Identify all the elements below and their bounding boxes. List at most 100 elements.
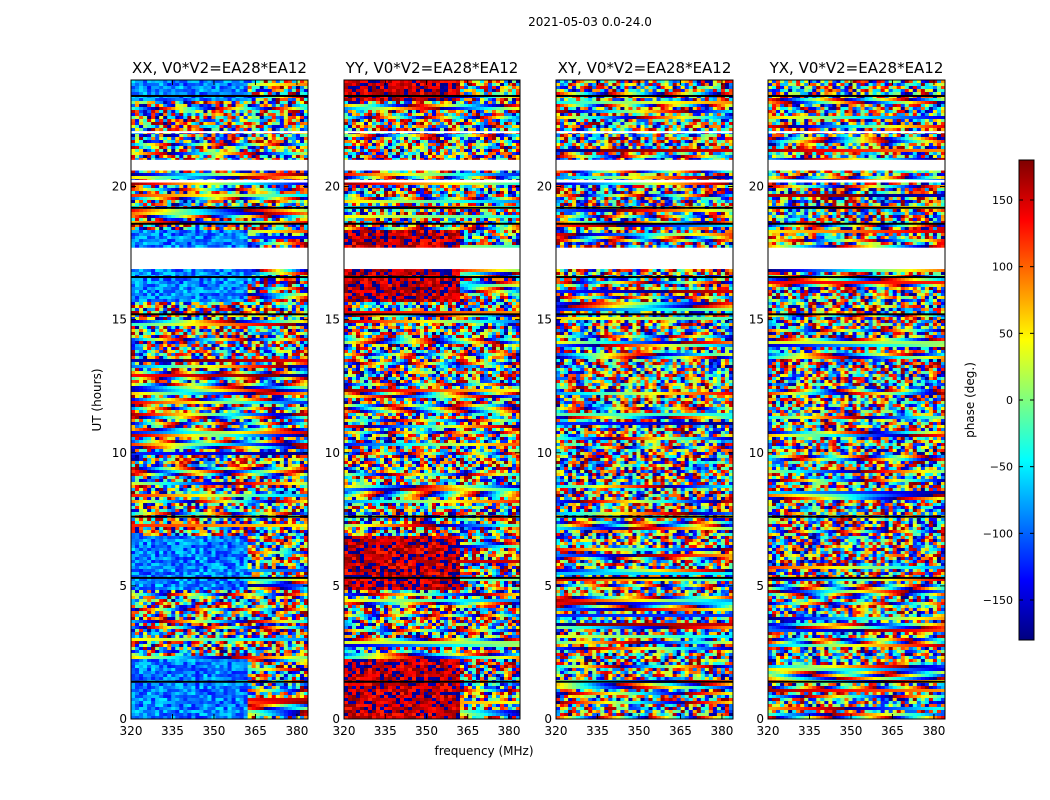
- heatmap-cell: [299, 383, 305, 386]
- heatmap-cell: [227, 404, 232, 407]
- heatmap-cell: [131, 413, 136, 416]
- heatmap-cell: [207, 395, 212, 398]
- heatmap-cell: [203, 284, 208, 287]
- heatmap-cell: [143, 146, 148, 149]
- heatmap-cell: [291, 92, 297, 95]
- heatmap-cell: [243, 326, 249, 329]
- heatmap-cell: [223, 86, 228, 89]
- heatmap-cell: [139, 155, 144, 158]
- heatmap-cell: [171, 218, 176, 221]
- heatmap-cell: [139, 239, 144, 242]
- heatmap-cell: [239, 377, 245, 380]
- heatmap-cell: [191, 215, 196, 218]
- heatmap-cell: [239, 104, 245, 107]
- heatmap-cell: [195, 311, 200, 314]
- heatmap-cell: [263, 353, 269, 356]
- heatmap-cell: [295, 83, 301, 86]
- heatmap-cell: [163, 353, 168, 356]
- heatmap-cell: [147, 317, 152, 320]
- heatmap-cell: [175, 332, 180, 335]
- heatmap-cell: [131, 401, 136, 404]
- heatmap-cell: [151, 116, 156, 119]
- heatmap-cell: [235, 284, 241, 287]
- heatmap-cell: [231, 152, 236, 155]
- heatmap-cell: [179, 140, 184, 143]
- heatmap-cell: [235, 362, 241, 365]
- heatmap-cell: [295, 344, 301, 347]
- heatmap-cell: [199, 146, 204, 149]
- heatmap-cell: [139, 308, 144, 311]
- heatmap-cell: [231, 116, 236, 119]
- heatmap-cell: [223, 170, 228, 173]
- heatmap-cell: [303, 326, 308, 329]
- heatmap-cell: [287, 326, 293, 329]
- heatmap-cell: [275, 110, 281, 113]
- heatmap-cell: [279, 377, 285, 380]
- heatmap-cell: [263, 128, 269, 131]
- heatmap-cell: [147, 215, 152, 218]
- heatmap-cell: [179, 86, 184, 89]
- heatmap-cell: [167, 80, 172, 83]
- heatmap-cell: [199, 176, 204, 179]
- heatmap-cell: [227, 101, 232, 104]
- heatmap-cell: [279, 149, 285, 152]
- heatmap-cell: [251, 194, 257, 197]
- heatmap-cell: [219, 320, 224, 323]
- heatmap-cell: [135, 146, 140, 149]
- heatmap-cell: [207, 245, 212, 248]
- heatmap-cell: [239, 413, 245, 416]
- heatmap-cell: [175, 320, 180, 323]
- heatmap-cell: [295, 338, 301, 341]
- heatmap-cell: [131, 374, 136, 377]
- heatmap-cell: [207, 287, 212, 290]
- heatmap-cell: [191, 86, 196, 89]
- heatmap-cell: [227, 311, 232, 314]
- heatmap-cell: [283, 212, 289, 215]
- heatmap-cell: [151, 347, 156, 350]
- heatmap-cell: [151, 122, 156, 125]
- heatmap-cell: [167, 326, 172, 329]
- heatmap-cell: [147, 299, 152, 302]
- heatmap-cell: [167, 416, 172, 419]
- heatmap-cell: [195, 158, 200, 161]
- heatmap-cell: [275, 107, 281, 110]
- heatmap-cell: [135, 287, 140, 290]
- heatmap-cell: [255, 380, 261, 383]
- heatmap-cell: [143, 176, 148, 179]
- heatmap-cell: [191, 113, 196, 116]
- heatmap-cell: [175, 86, 180, 89]
- heatmap-cell: [259, 278, 265, 281]
- heatmap-cell: [303, 128, 308, 131]
- heatmap-cell: [251, 341, 257, 344]
- heatmap-cell: [147, 125, 152, 128]
- heatmap-cell: [163, 182, 168, 185]
- heatmap-cell: [143, 104, 148, 107]
- heatmap-cell: [159, 89, 164, 92]
- heatmap-cell: [183, 359, 188, 362]
- heatmap-cell: [295, 413, 301, 416]
- heatmap-cell: [215, 230, 220, 233]
- heatmap-cell: [207, 302, 212, 305]
- heatmap-cell: [179, 377, 184, 380]
- heatmap-cell: [287, 221, 293, 224]
- heatmap-cell: [295, 296, 301, 299]
- heatmap-cell: [271, 374, 277, 377]
- heatmap-cell: [231, 176, 236, 179]
- heatmap-cell: [239, 116, 245, 119]
- heatmap-cell: [263, 176, 269, 179]
- heatmap-cell: [223, 83, 228, 86]
- heatmap-cell: [143, 242, 148, 245]
- heatmap-cell: [199, 347, 204, 350]
- heatmap-cell: [219, 353, 224, 356]
- heatmap-cell: [135, 221, 140, 224]
- heatmap-cell: [239, 392, 245, 395]
- heatmap-cell: [207, 233, 212, 236]
- heatmap-cell: [239, 236, 245, 239]
- heatmap-cell: [187, 200, 192, 203]
- heatmap-cell: [175, 392, 180, 395]
- heatmap-cell: [207, 299, 212, 302]
- heatmap-cell: [131, 227, 136, 230]
- heatmap-cell: [255, 416, 261, 419]
- heatmap-cell: [259, 311, 265, 314]
